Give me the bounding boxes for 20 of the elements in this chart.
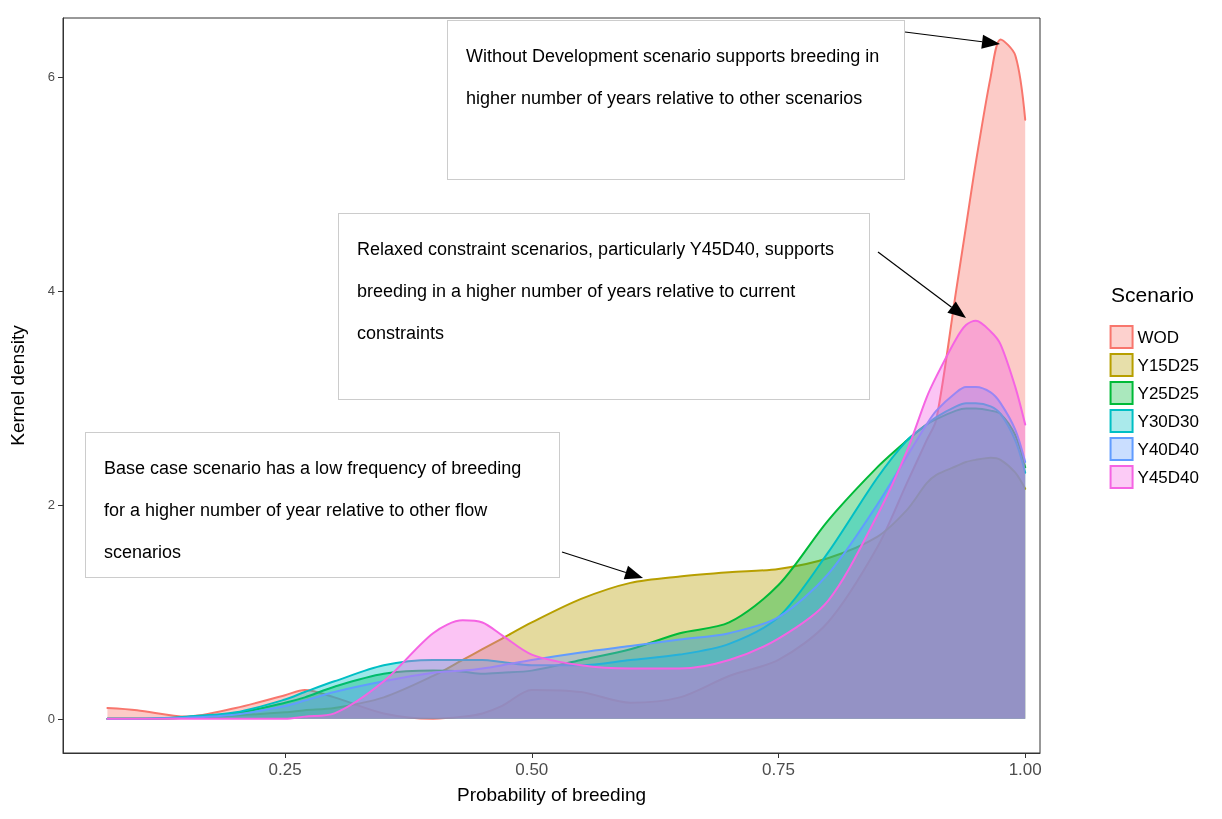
legend-label: Y30D30 — [1137, 411, 1199, 431]
legend-label: Y45D40 — [1137, 467, 1199, 487]
x-tick-label: 0.25 — [268, 760, 302, 779]
y-axis-title: Kernel density — [7, 324, 28, 446]
x-axis-title: Probability of breeding — [456, 784, 647, 805]
y-tick-label: 4 — [47, 283, 55, 299]
legend-label: Y40D40 — [1137, 439, 1199, 459]
callout-box: Relaxed constraint scenarios, particularly Y45D40, supports breeding in a higher number of years relative to current constraints — [338, 213, 870, 400]
legend-label: Y25D25 — [1137, 383, 1199, 403]
callout-box: Base case scenario has a low frequency of breeding for a higher number of year relative to other flow scenarios — [85, 432, 560, 578]
legend-label: WOD — [1137, 327, 1180, 347]
x-tick-label: 1.00 — [1008, 760, 1042, 779]
callout-box: Without Development scenario supports breeding in higher number of years relative to other scenarios — [447, 20, 905, 180]
y-tick-label: 2 — [47, 497, 55, 513]
legend-label: Y15D25 — [1137, 355, 1199, 375]
x-tick-label: 0.50 — [515, 760, 549, 779]
y-tick-label: 6 — [47, 69, 55, 85]
y-tick-label: 0 — [47, 711, 55, 727]
x-tick-label: 0.75 — [761, 760, 796, 779]
legend-title: Scenario — [1111, 283, 1195, 306]
